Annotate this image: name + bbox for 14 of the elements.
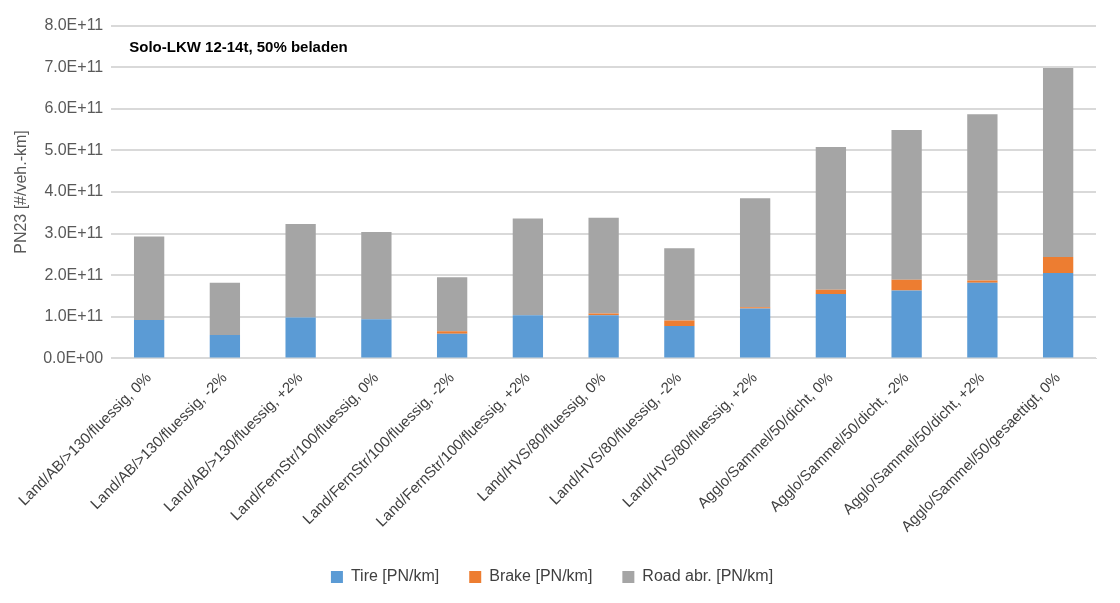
y-tick-label: 2.0E+11 (44, 265, 104, 283)
legend-label: Brake [PN/km] (489, 567, 593, 585)
y-tick-label: 4.0E+11 (44, 182, 104, 200)
y-axis-title: PN23 [#/veh.-km] (12, 130, 30, 254)
y-tick-label: 1.0E+11 (44, 307, 104, 325)
legend-label: Tire [PN/km] (350, 567, 440, 585)
y-tick-label: 3.0E+11 (44, 224, 104, 241)
y-tick-label: 0.0E+00 (43, 348, 104, 366)
text: Solo-LKW 12-14t, 50% beladen (129, 37, 348, 55)
y-tick-label: 5.0E+11 (44, 140, 104, 158)
y-tick-label: 7.0E+11 (44, 57, 104, 75)
legend-label: Road abr. [PN/km] (642, 567, 774, 585)
y-tick-label: 6.0E+11 (44, 99, 104, 117)
y-tick-label: 8.0E+11 (44, 16, 104, 34)
